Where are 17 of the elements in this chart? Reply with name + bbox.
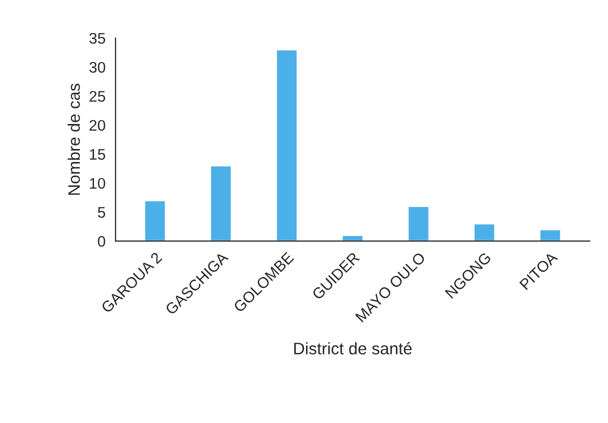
bar xyxy=(407,206,430,242)
y-tick-label: 20 xyxy=(90,120,106,131)
bar xyxy=(276,48,298,242)
bar xyxy=(341,234,364,242)
y-tick-label: 30 xyxy=(89,62,106,73)
y-tick-label: 0 xyxy=(98,236,106,247)
y-tick-label: 35 xyxy=(89,32,106,44)
bar xyxy=(144,200,166,242)
y-tick-label: 15 xyxy=(90,149,106,160)
y-tick-label: 25 xyxy=(90,90,106,102)
bar xyxy=(539,228,562,242)
bar xyxy=(210,165,232,242)
bar xyxy=(473,223,496,242)
y-tick-label: 5 xyxy=(98,207,106,218)
y-axis-title: Nombre de cas xyxy=(68,84,80,195)
x-axis-title: District de santé xyxy=(294,342,412,354)
y-tick-label: 10 xyxy=(90,178,106,189)
